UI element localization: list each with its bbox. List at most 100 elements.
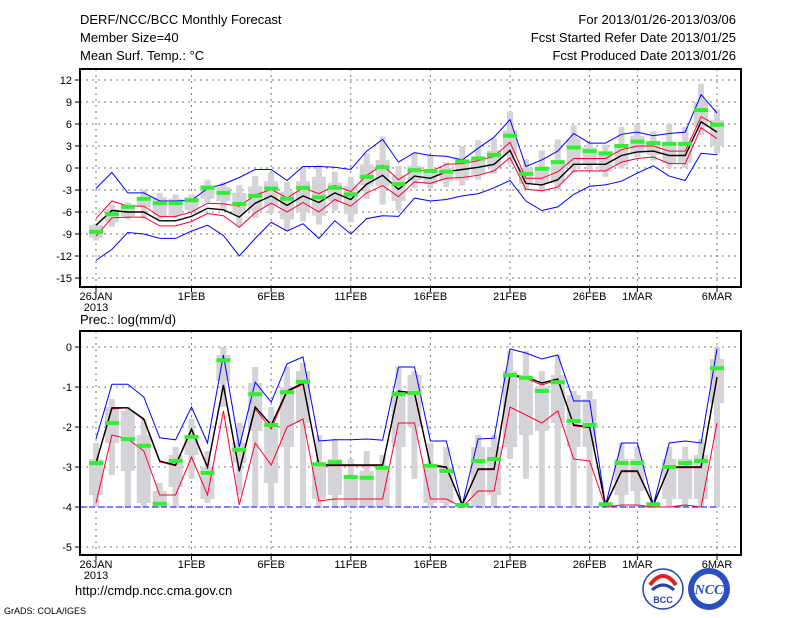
x-tick-label: 11FEB bbox=[334, 291, 367, 303]
observed-marker bbox=[375, 465, 390, 470]
observed-marker bbox=[104, 421, 119, 425]
x-tick-label: 26FEB bbox=[573, 559, 607, 571]
bcc-logo-text: BCC bbox=[653, 595, 673, 605]
y-tick-label: -1 bbox=[62, 382, 72, 394]
box-iqr bbox=[280, 387, 295, 447]
x-tick-label: 6FEB bbox=[257, 559, 285, 571]
observed-marker bbox=[630, 461, 645, 465]
observed-marker bbox=[120, 437, 135, 441]
observed-marker bbox=[518, 171, 533, 176]
y-tick-label: -2 bbox=[62, 422, 72, 434]
box-iqr bbox=[455, 160, 470, 181]
box-whisker bbox=[570, 391, 577, 507]
box-iqr bbox=[407, 375, 422, 427]
observed-marker bbox=[678, 141, 693, 146]
box-whisker bbox=[300, 363, 306, 507]
observed-marker bbox=[216, 358, 231, 363]
observed-marker bbox=[120, 204, 135, 209]
member-size-label: Member Size=40 bbox=[80, 30, 179, 45]
y-tick-label: 0 bbox=[66, 342, 72, 354]
x-tick-label: 11FEB bbox=[334, 559, 367, 571]
website-url[interactable]: http://cmdp.ncc.cma.gov.cn bbox=[75, 583, 232, 598]
box-iqr bbox=[630, 459, 645, 491]
box-iqr bbox=[248, 186, 263, 211]
x-tick-label: 26JAN bbox=[79, 559, 112, 571]
box-whisker bbox=[586, 391, 593, 507]
y-tick-label: -4 bbox=[62, 502, 72, 514]
x-tick-year-label: 2013 bbox=[84, 302, 108, 314]
x-tick-label: 16FEB bbox=[414, 559, 448, 571]
observed-marker bbox=[232, 447, 247, 452]
box-iqr bbox=[359, 471, 374, 507]
box-iqr bbox=[423, 467, 438, 503]
observed-marker bbox=[343, 475, 358, 479]
box-iqr bbox=[534, 166, 549, 185]
box-iqr bbox=[184, 435, 199, 455]
x-tick-label: 6MAR bbox=[702, 559, 733, 571]
x-tick-year-label: 2013 bbox=[84, 570, 108, 582]
observed-marker bbox=[646, 141, 661, 146]
observed-marker bbox=[168, 201, 183, 206]
y-tick-label: -9 bbox=[62, 229, 72, 241]
box-iqr bbox=[264, 427, 279, 483]
observed-marker bbox=[582, 149, 597, 154]
x-tick-label: 6MAR bbox=[702, 291, 733, 303]
observed-marker bbox=[439, 169, 454, 174]
observed-marker bbox=[200, 185, 215, 190]
observed-marker bbox=[136, 196, 151, 201]
box-iqr bbox=[534, 387, 549, 431]
observed-marker bbox=[296, 185, 310, 190]
refer-date: Fcst Started Refer Date 2013/01/25 bbox=[531, 30, 736, 45]
observed-marker bbox=[503, 133, 517, 138]
observed-marker bbox=[296, 379, 310, 384]
observed-marker bbox=[534, 166, 549, 171]
observed-marker bbox=[407, 168, 422, 173]
box-iqr bbox=[423, 170, 438, 185]
observed-marker bbox=[614, 461, 629, 465]
box-whisker bbox=[538, 371, 545, 507]
box-iqr bbox=[136, 435, 151, 503]
x-tick-label: 21FEB bbox=[493, 559, 527, 571]
forecast-period: For 2013/01/26-2013/03/06 bbox=[578, 12, 736, 27]
observed-marker bbox=[566, 145, 581, 150]
series-line-min bbox=[95, 152, 718, 261]
series-line-mean bbox=[95, 374, 718, 508]
y-tick-label: 12 bbox=[60, 75, 72, 87]
y-tick-label: 6 bbox=[66, 119, 72, 131]
grads-credit: GrADS: COLA/IGES bbox=[4, 606, 86, 616]
x-tick-label: 21FEB bbox=[493, 291, 527, 303]
x-tick-label: 26FEB bbox=[573, 291, 607, 303]
series-line-lower bbox=[95, 126, 718, 237]
figure-title: DERF/NCC/BCC Monthly Forecast bbox=[80, 12, 282, 27]
observed-marker bbox=[455, 503, 470, 507]
observed-marker bbox=[487, 152, 502, 157]
observed-marker bbox=[216, 190, 231, 195]
series-line-max bbox=[95, 348, 718, 506]
observed-marker bbox=[534, 389, 549, 393]
produced-date: Fcst Produced Date 2013/01/26 bbox=[552, 48, 736, 63]
observed-marker bbox=[359, 475, 374, 480]
observed-marker bbox=[423, 168, 438, 173]
box-iqr bbox=[375, 159, 390, 187]
observed-marker bbox=[550, 380, 565, 385]
observed-marker bbox=[152, 501, 167, 506]
x-tick-label: 1FEB bbox=[178, 291, 206, 303]
observed-marker bbox=[200, 471, 215, 475]
observed-marker bbox=[710, 122, 724, 127]
box-iqr bbox=[678, 459, 693, 499]
series-line-max bbox=[95, 93, 718, 202]
observed-marker bbox=[487, 457, 502, 461]
series-line-mean bbox=[95, 120, 718, 226]
x-tick-label: 26JAN bbox=[79, 291, 112, 303]
precip-panel-title: Prec.: log(mm/d) bbox=[80, 312, 176, 327]
y-tick-label: -3 bbox=[62, 462, 72, 474]
observed-marker bbox=[598, 502, 613, 507]
box-iqr bbox=[375, 467, 390, 507]
y-tick-label: -15 bbox=[56, 273, 72, 285]
observed-marker bbox=[264, 423, 279, 427]
observed-marker bbox=[630, 139, 645, 144]
series-line-lower bbox=[95, 406, 718, 508]
observed-marker bbox=[646, 502, 661, 507]
